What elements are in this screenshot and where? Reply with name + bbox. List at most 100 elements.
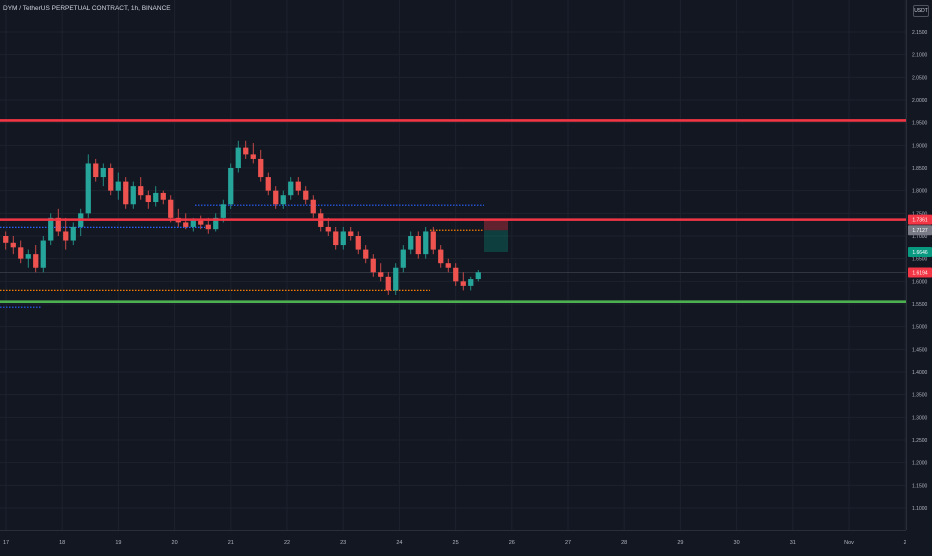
- candle-body: [198, 220, 204, 225]
- price-tick-label: 1.4000: [912, 370, 928, 376]
- price-label-box: [908, 267, 932, 278]
- candle-body: [93, 163, 99, 178]
- price-tick-label: 1.5500: [912, 302, 928, 308]
- time-axis[interactable]: 17 18 19 20 21 22 23 24 25 26 27 28 29 30 31 Nov 2: [0, 530, 907, 551]
- time-tick-label: 18: [59, 540, 65, 546]
- price-tick-label: 1.6500: [912, 257, 928, 263]
- candle-body: [325, 226, 331, 232]
- price-label-text: 1.6194: [912, 271, 928, 277]
- candle-body: [363, 249, 369, 259]
- candle-body: [70, 226, 76, 241]
- candle-body: [288, 181, 294, 196]
- candle-body: [265, 177, 271, 191]
- candle-body: [85, 163, 91, 214]
- price-tick-label: 1.1000: [912, 506, 928, 512]
- price-label-text: 1.7127: [912, 228, 928, 234]
- price-label-box: [908, 225, 932, 236]
- candle-body: [153, 192, 159, 202]
- price-axis[interactable]: 2.1500 2.1000 2.0500 2.0000 1.9500 1.9000 1.85…: [906, 0, 932, 530]
- candle-body: [408, 236, 414, 250]
- candle-body: [415, 236, 421, 255]
- price-label-box: [908, 214, 932, 225]
- candle-body: [393, 267, 399, 291]
- candle-body: [370, 258, 376, 273]
- candle-body: [228, 168, 234, 205]
- price-axis-scale: 2.1500 2.1000 2.0500 2.0000 1.9500 1.9000 1.85…: [908, 30, 932, 512]
- candle-body: [3, 236, 9, 243]
- candle-body: [18, 247, 24, 259]
- candle-body: [145, 195, 151, 202]
- currency-button[interactable]: USDT: [913, 5, 929, 17]
- price-tick-label: 1.2500: [912, 438, 928, 444]
- time-axis-scale: 17 18 19 20 21 22 23 24 25 26 27 28 29 30 31 Nov 2: [3, 540, 907, 546]
- candle-body: [355, 236, 361, 250]
- price-tick-label: 1.9000: [912, 143, 928, 149]
- candle-body: [453, 267, 459, 282]
- candle-body: [303, 190, 309, 200]
- time-tick-label: 26: [509, 540, 515, 546]
- candle-body: [115, 181, 121, 191]
- take-profit-zone: [484, 230, 508, 253]
- price-label-text: 1.6646: [912, 250, 928, 256]
- candle-body: [63, 231, 69, 241]
- time-tick-label: 22: [284, 540, 290, 546]
- candle-body: [48, 217, 54, 241]
- time-tick-label: 25: [453, 540, 459, 546]
- price-label-box: [908, 247, 932, 258]
- chart-area[interactable]: [0, 0, 906, 530]
- price-tick-label: 1.7000: [912, 234, 928, 240]
- candle-body: [310, 199, 316, 214]
- price-tick-label: 1.8500: [912, 166, 928, 172]
- candle-body: [385, 276, 391, 291]
- price-tick-label: 2.0000: [912, 98, 928, 104]
- candle-body: [160, 192, 166, 200]
- time-tick-label: 23: [340, 540, 346, 546]
- price-tick-label: 1.2000: [912, 461, 928, 467]
- price-tick-label: 1.3500: [912, 393, 928, 399]
- price-tick-label: 1.7500: [912, 211, 928, 217]
- candle-body: [243, 147, 249, 155]
- candle-body: [213, 217, 219, 230]
- candle-body: [460, 281, 466, 286]
- candle-body: [100, 168, 106, 178]
- candle-body: [123, 181, 129, 205]
- candle-body: [280, 195, 286, 205]
- time-tick-label: 30: [734, 540, 740, 546]
- time-tick-label: 28: [621, 540, 627, 546]
- candle-body: [348, 231, 354, 236]
- price-tick-label: 2.1000: [912, 53, 928, 59]
- candlestick-chart[interactable]: [0, 0, 906, 530]
- time-tick-label: 21: [228, 540, 234, 546]
- candle-body: [10, 242, 16, 248]
- price-tick-label: 1.3000: [912, 415, 928, 421]
- candle-body: [55, 217, 61, 232]
- candle-body: [130, 186, 136, 205]
- price-label-text: 1.7361: [912, 218, 928, 224]
- symbol-title: DYM / TetherUS PERPETUAL CONTRACT, 1h, B…: [3, 5, 171, 12]
- time-tick-label: 24: [396, 540, 402, 546]
- candle-body: [183, 222, 189, 227]
- time-tick-label: 19: [115, 540, 121, 546]
- candle-body: [445, 263, 451, 268]
- time-tick-label: 31: [790, 540, 796, 546]
- candle-body: [333, 231, 339, 246]
- price-tick-label: 1.4500: [912, 347, 928, 353]
- price-tick-label: 1.8000: [912, 189, 928, 195]
- time-tick-label: 29: [677, 540, 683, 546]
- candle-body: [438, 249, 444, 264]
- candle-body: [475, 272, 481, 280]
- candle-body: [25, 254, 31, 259]
- price-tick-label: 2.0500: [912, 75, 928, 81]
- price-tick-label: 1.6000: [912, 279, 928, 285]
- candle-body: [295, 181, 301, 191]
- candle-body: [190, 220, 196, 227]
- candle-body: [400, 249, 406, 268]
- candle-body: [108, 168, 114, 191]
- candle-body: [33, 254, 39, 268]
- candle-body: [430, 231, 436, 250]
- candle-body: [168, 199, 174, 218]
- stop-loss-zone: [484, 219, 508, 231]
- candle-body: [423, 231, 429, 255]
- candle-body: [468, 279, 474, 286]
- candle-body: [273, 190, 279, 205]
